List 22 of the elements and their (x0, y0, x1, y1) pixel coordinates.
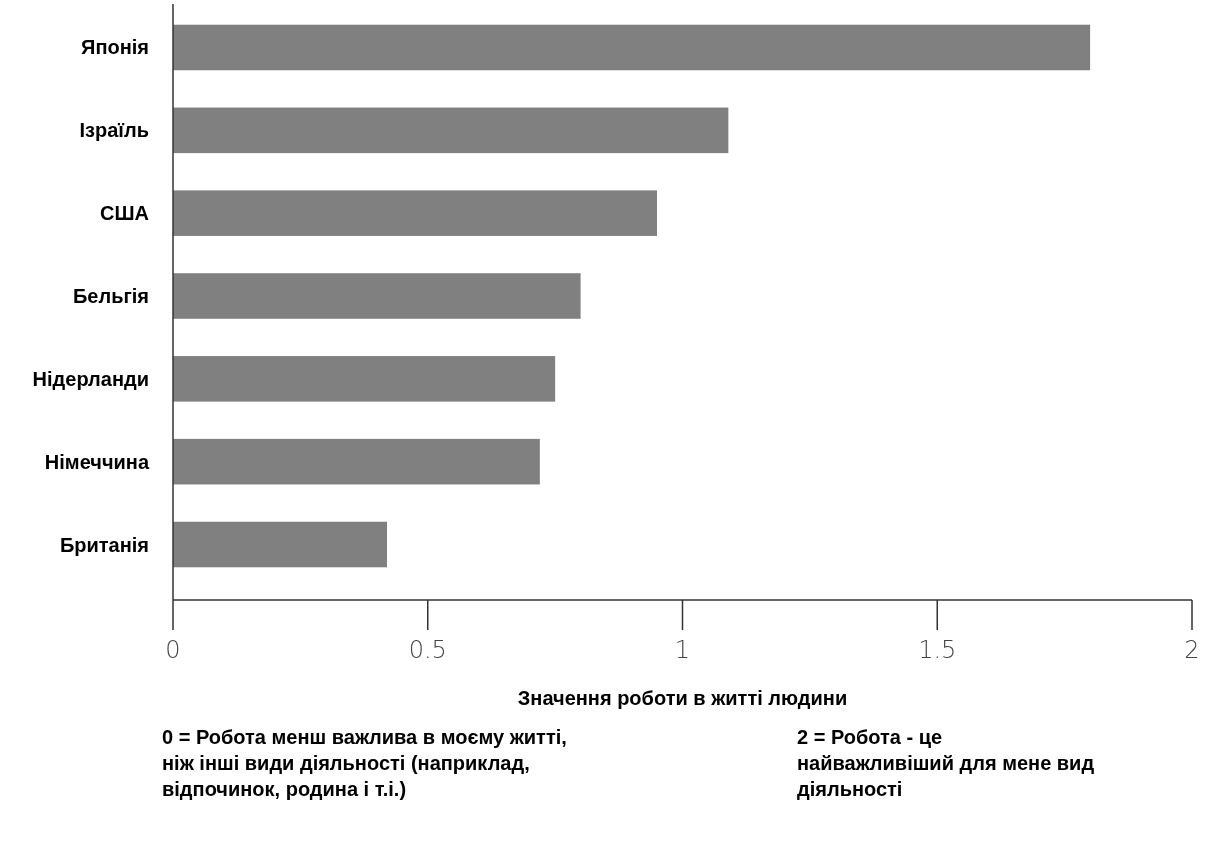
x-tick-label: 0 (165, 636, 181, 664)
y-tick-label: Японія (81, 36, 149, 59)
bar (173, 273, 581, 319)
y-tick-label: США (100, 202, 149, 225)
x-tick-label: 1 (674, 636, 691, 664)
x-tick-label: 0.5 (408, 636, 447, 664)
y-tick-label: Нідерланди (32, 367, 149, 390)
bar (173, 356, 556, 402)
bar (173, 107, 729, 154)
bar (173, 190, 658, 236)
text: 2 = Робота - це найважливіший для мене вид діяльності (797, 726, 1095, 800)
x-tick-label: 2 (1184, 636, 1200, 664)
y-tick-label: Британія (59, 533, 149, 556)
x-axis-title: Значення роботи в житті людини (517, 687, 848, 709)
y-tick-label: Німеччина (44, 450, 150, 473)
bar (173, 521, 387, 568)
x-tick-label: 1.5 (918, 636, 957, 664)
bar (173, 438, 540, 485)
y-tick-label: Ізраїль (79, 119, 149, 142)
text: 0 = Робота менш важлива в моєму житті, ніж інші види діяльності (наприклад, відпочинок, родина і т.і.) (162, 726, 567, 800)
y-tick-label: Бельгія (72, 285, 149, 307)
bar (173, 24, 1091, 71)
